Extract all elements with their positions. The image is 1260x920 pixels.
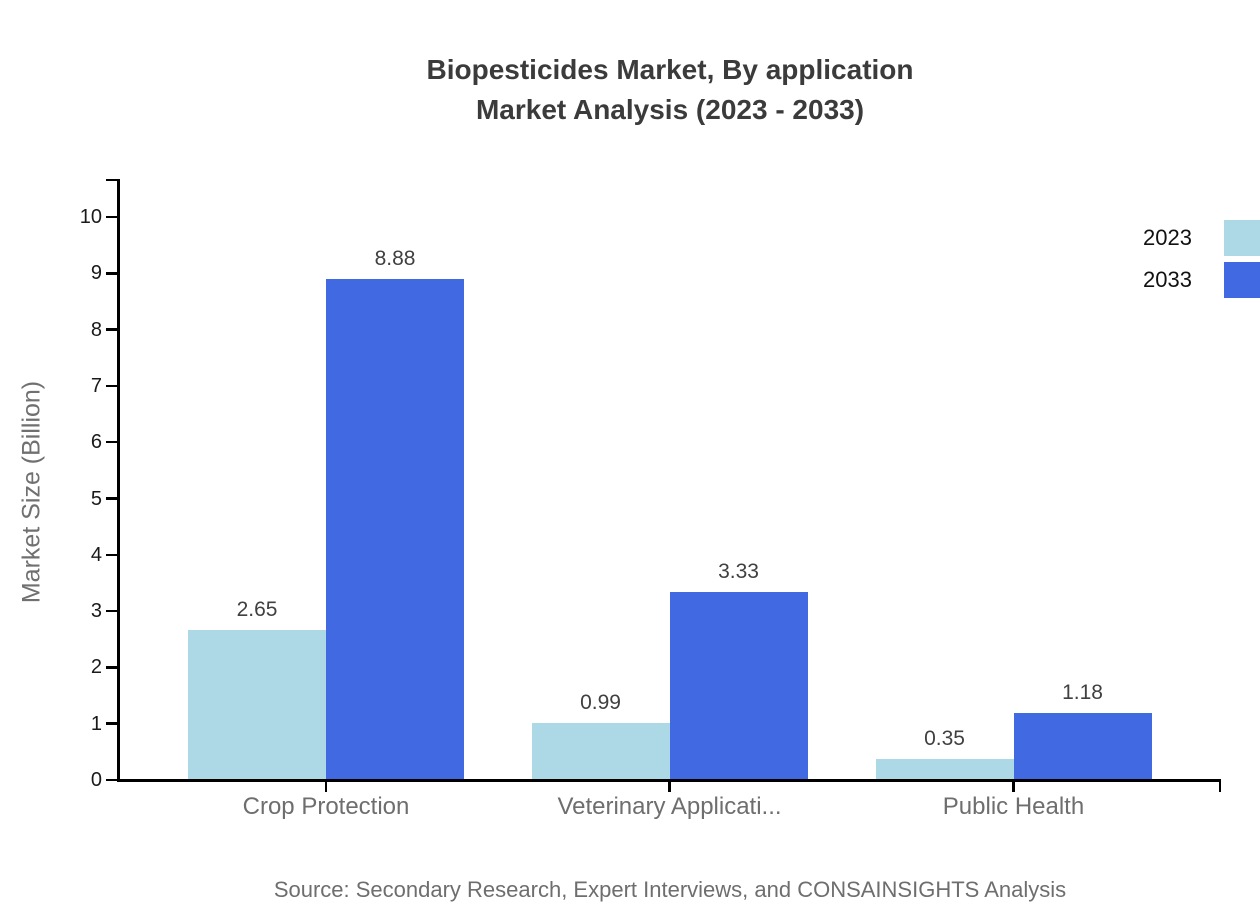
- bar-2023-veterinary-applicati: [531, 723, 670, 779]
- y-axis-tick-label: 4: [90, 543, 102, 566]
- bar-2033-crop-protection: [326, 279, 464, 779]
- legend-label: 2023: [1143, 225, 1192, 250]
- y-axis-tick: [106, 215, 119, 219]
- bar-value-label: 3.33: [718, 560, 759, 583]
- x-axis-end-tick: [1218, 779, 1222, 792]
- bar-value-label: 0.99: [580, 691, 621, 714]
- chart-title-line2: Market Analysis (2023 - 2033): [475, 94, 865, 125]
- bar-value-label: 1.18: [1062, 681, 1103, 704]
- y-axis-tick: [106, 778, 119, 782]
- x-axis-tick: [1012, 779, 1015, 792]
- y-axis-tick-label: 2: [90, 656, 102, 679]
- y-axis-tick-label: 6: [90, 431, 102, 454]
- bar-value-label: 0.35: [924, 727, 965, 750]
- y-axis-tick-label: 9: [90, 262, 102, 285]
- x-axis-category-label: Public Health: [942, 793, 1085, 820]
- legend-swatch: [1224, 262, 1260, 298]
- legend-item-2033[interactable]: 2033: [1143, 262, 1260, 298]
- x-axis-category-label: Veterinary Applicati...: [557, 793, 782, 820]
- y-axis-tick: [106, 384, 119, 388]
- y-axis-tick-label: 1: [90, 712, 102, 735]
- x-axis-tick: [324, 779, 328, 792]
- y-axis-tick-label: 0: [90, 769, 102, 791]
- y-axis-tick-label: 7: [90, 374, 102, 397]
- bar-2033-public-health: [1013, 713, 1152, 779]
- y-axis-tick: [106, 722, 119, 725]
- bar-2033-veterinary-applicati: [669, 592, 808, 779]
- y-axis-tick-label: 5: [90, 487, 102, 510]
- y-axis-tick-label: 3: [90, 600, 102, 623]
- y-axis-tick-label: 8: [90, 318, 102, 341]
- x-axis-tick: [668, 779, 671, 792]
- y-axis-tick: [106, 609, 119, 613]
- chart-title: Biopesticides Market, By application Mar…: [80, 50, 1260, 130]
- y-axis-end-tick: [106, 178, 119, 182]
- y-axis-tick: [106, 553, 119, 557]
- bar-2023-public-health: [875, 759, 1014, 779]
- bar-value-label: 8.88: [374, 247, 416, 270]
- source-note: Source: Secondary Research, Expert Inter…: [273, 877, 1067, 902]
- legend-item-2023[interactable]: 2023: [1143, 220, 1260, 256]
- bar-2023-crop-protection: [188, 630, 326, 779]
- y-axis-tick: [106, 497, 119, 500]
- legend-label: 2033: [1143, 267, 1192, 292]
- y-axis-tick: [106, 440, 119, 444]
- y-axis-tick: [106, 666, 119, 669]
- y-axis-tick: [106, 272, 119, 275]
- x-axis-category-label: Crop Protection: [242, 793, 410, 820]
- y-axis-line: [117, 179, 120, 781]
- bar-value-label: 2.65: [236, 598, 278, 621]
- chart-title-line1: Biopesticides Market, By application: [426, 54, 914, 85]
- y-axis-tick: [106, 328, 119, 331]
- y-axis-tick-label: 10: [79, 206, 102, 228]
- legend-swatch: [1224, 220, 1260, 256]
